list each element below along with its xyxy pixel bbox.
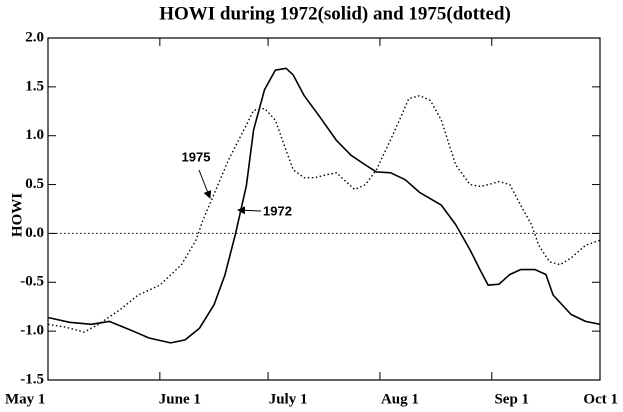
x-tick-label: Aug 1	[381, 391, 419, 407]
series-line	[47, 67, 601, 344]
y-axis-label: HOWI	[9, 193, 25, 237]
y-tick-label: 1.0	[25, 127, 44, 143]
y-tick-label: 0.0	[25, 225, 44, 241]
series-line	[47, 95, 601, 333]
y-tick-label: -1.0	[20, 323, 44, 339]
y-tick-label: 1.5	[25, 78, 44, 94]
y-tick-label: 0.5	[25, 176, 44, 192]
y-tick-label: -1.5	[20, 371, 44, 387]
y-tick-label: 2.0	[25, 29, 44, 45]
x-tick-label: May 1	[5, 391, 45, 407]
x-tick-label: Oct 1	[583, 391, 618, 407]
annotation-arrow	[198, 169, 212, 199]
y-tick-label: -0.5	[20, 274, 44, 290]
x-tick-label: Sep 1	[494, 391, 529, 407]
annotation: 1975	[182, 149, 211, 164]
x-tick-label: July 1	[269, 391, 308, 407]
plot-frame	[47, 37, 601, 381]
annotation-arrow	[237, 206, 262, 215]
annotation: 1972	[263, 203, 292, 218]
chart-title: HOWI during 1972(solid) and 1975(dotted)	[159, 3, 511, 24]
x-tick-label: June 1	[159, 391, 201, 407]
